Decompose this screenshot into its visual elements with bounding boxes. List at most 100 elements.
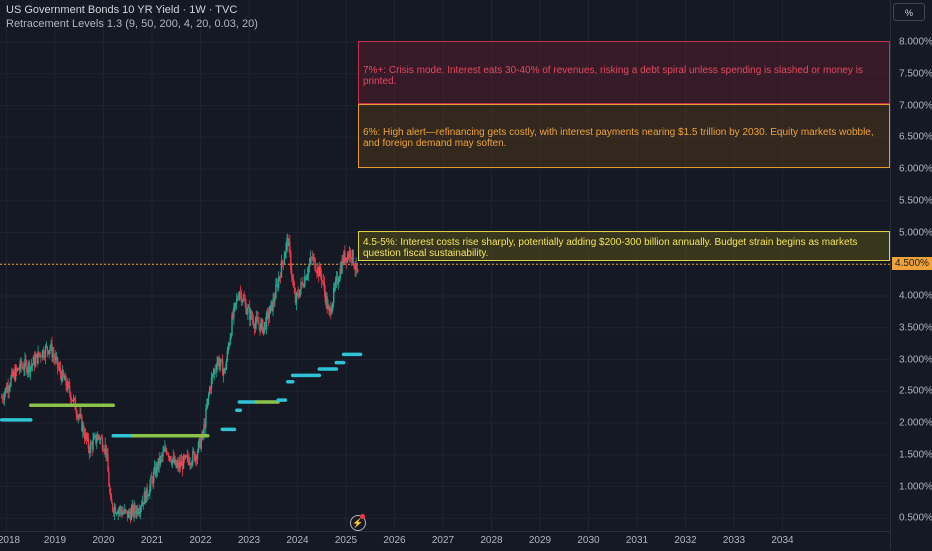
candle-body: [247, 307, 249, 313]
price-tick-label: 8.000%: [899, 36, 932, 48]
candle-body: [295, 293, 298, 304]
candle-body: [87, 437, 90, 449]
candle-body: [134, 505, 136, 512]
candle-body: [225, 360, 228, 370]
candle-body: [67, 382, 69, 390]
time-tick-label: 2020: [92, 535, 115, 546]
notification-dot: [360, 514, 365, 519]
candle-body: [278, 276, 281, 279]
symbol-title[interactable]: US Government Bonds 10 YR Yield · 1W · T…: [6, 4, 238, 16]
lightning-icon[interactable]: ⚡: [350, 515, 366, 531]
candle-body: [116, 512, 119, 514]
candle-body: [105, 444, 107, 456]
candle-body: [49, 347, 51, 351]
candle-body: [207, 398, 209, 406]
candle-body: [47, 350, 49, 354]
candle-body: [196, 451, 199, 460]
candle-body: [12, 371, 14, 376]
candle-body: [204, 424, 206, 427]
candle-body: [153, 466, 156, 473]
indicator-legend[interactable]: Retracement Levels 1.3 (9, 50, 200, 4, 2…: [6, 18, 258, 30]
price-tick-label: 0.500%: [899, 512, 932, 524]
price-tick-label: 5.500%: [899, 195, 932, 207]
percent-scale-button[interactable]: %: [893, 3, 925, 21]
candle-body: [28, 362, 31, 373]
candle-body: [62, 370, 64, 377]
candle-body: [60, 374, 63, 382]
time-tick-label: 2033: [722, 535, 746, 546]
candle-body: [249, 311, 252, 320]
candle-body: [162, 451, 164, 457]
crisis-zone-box[interactable]: 7%+: Crisis mode. Interest eats 30-40% o…: [358, 41, 890, 104]
candle-body: [182, 455, 185, 469]
candle-body: [245, 302, 247, 314]
candle-body: [312, 257, 314, 259]
candle-body: [138, 512, 140, 514]
candle-body: [234, 303, 236, 307]
candle-body: [291, 276, 294, 280]
price-tick-label: 3.500%: [899, 322, 932, 334]
candle-body: [97, 435, 100, 437]
candle-body: [126, 510, 129, 518]
candle-body: [309, 257, 312, 264]
candle-body: [228, 344, 230, 347]
candle-body: [352, 250, 354, 265]
candle-body: [143, 492, 146, 505]
candle-body: [241, 300, 243, 302]
candle-body: [220, 359, 222, 365]
candle-body: [5, 388, 8, 393]
candle-body: [310, 257, 313, 259]
price-scale[interactable]: 8.000% 7.500% 7.000% 6.500% 6.000% 5.500% 5.00…: [890, 0, 932, 550]
candle-body: [16, 368, 19, 371]
candle-body: [85, 433, 88, 440]
candle-body: [327, 306, 329, 309]
chart-pane[interactable]: 7%+: Crisis mode. Interest eats 30-40% o…: [0, 0, 890, 531]
candle-body: [77, 415, 79, 418]
candle-body: [261, 320, 263, 323]
candle-body: [146, 487, 148, 497]
candle-body: [351, 250, 354, 260]
candle-body: [256, 316, 258, 320]
candle-body: [107, 454, 109, 472]
candle-body: [19, 360, 22, 370]
candle-body: [158, 458, 160, 466]
candle-body: [287, 237, 289, 246]
high-alert-zone-box[interactable]: 6%: High alert—refinancing gets costly, …: [358, 104, 890, 168]
candle-body: [265, 313, 268, 329]
candle-body: [151, 476, 153, 479]
candle-body: [242, 297, 244, 301]
candle-body: [91, 443, 93, 450]
warning-zone-box[interactable]: 4.5-5%: Interest costs rise sharply, pot…: [358, 231, 890, 261]
candle-body: [72, 398, 75, 402]
candle-body: [104, 444, 106, 452]
candle-body: [30, 365, 33, 367]
candle-body: [3, 393, 6, 400]
candle-body: [277, 283, 279, 288]
candle-body: [171, 459, 174, 464]
candle-body: [243, 297, 245, 301]
time-tick-label: 2023: [237, 535, 261, 546]
candle-body: [280, 260, 283, 278]
candle-body: [223, 368, 226, 371]
candle-body: [55, 357, 58, 358]
price-tick-label: 3.000%: [899, 354, 932, 365]
candle-body: [22, 366, 24, 370]
chart-canvas[interactable]: [0, 0, 890, 531]
candle-body: [166, 453, 169, 455]
candle-body: [44, 346, 47, 358]
candle-body: [133, 505, 135, 516]
candle-body: [43, 356, 46, 358]
candle-body: [164, 447, 166, 451]
candle-body: [322, 281, 325, 282]
candle-body: [330, 307, 332, 314]
candle-body: [122, 512, 124, 515]
candle-body: [319, 266, 322, 276]
candle-body: [239, 292, 242, 294]
candle-body: [226, 350, 229, 361]
candle-body: [346, 257, 348, 262]
candle-body: [113, 506, 116, 513]
time-scale[interactable]: 2018 2019 2020 2021 2022 2023 2024 2025 2026 2027…: [0, 531, 890, 551]
candle-body: [123, 512, 125, 514]
time-tick-label: 2025: [334, 535, 358, 546]
candle-body: [306, 274, 309, 277]
